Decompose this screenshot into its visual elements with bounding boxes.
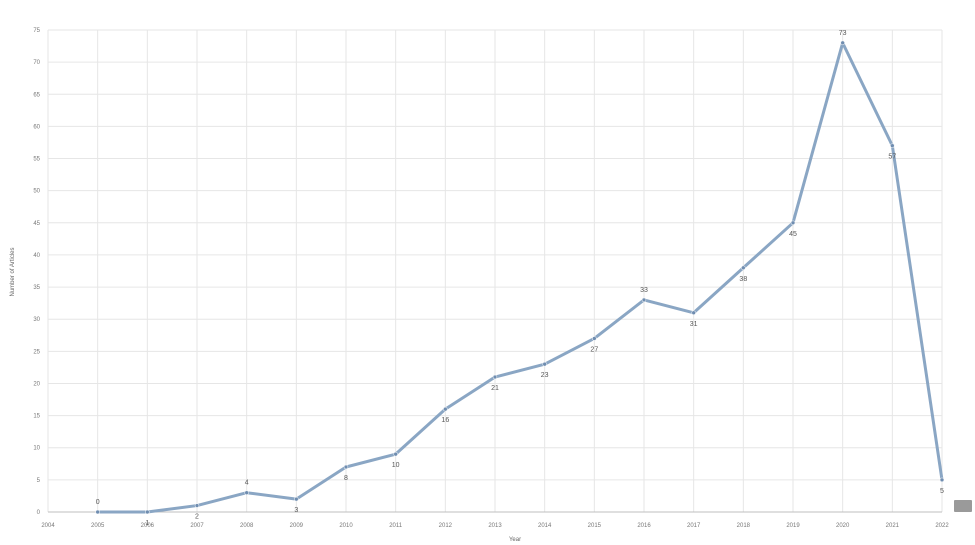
x-tick-label: 2004 [41,523,55,529]
data-point[interactable] [95,509,100,515]
y-tick-label: 10 [33,446,40,452]
data-label: 10 [392,462,400,469]
y-tick-label: 25 [33,349,40,355]
grid [47,29,943,513]
x-tick-label: 2007 [190,523,204,529]
data-label: 1 [145,520,149,527]
data-label: 57 [888,154,896,161]
series [95,40,945,515]
y-tick-label: 55 [33,157,40,163]
y-tick-label: 0 [37,510,41,516]
data-point[interactable] [443,406,448,412]
data-label: 4 [245,480,249,487]
data-label: 2 [195,514,199,521]
x-tick-label: 2011 [389,523,403,529]
y-tick-label: 60 [33,124,40,130]
y-axis-title: Number of Articles [10,247,16,296]
x-tick-label: 2013 [488,523,502,529]
data-point[interactable] [741,265,746,271]
x-tick-label: 2017 [687,523,701,529]
x-tick-label: 2020 [836,523,850,529]
y-tick-label: 5 [37,478,41,484]
y-tick-label: 35 [33,285,40,291]
y-tick-label: 15 [33,414,40,420]
x-tick-label: 2012 [439,523,453,529]
x-tick-label: 2008 [240,523,254,529]
x-axis-title: Year [509,537,521,543]
x-tick-label: 2006 [141,523,155,529]
data-point[interactable] [145,509,150,515]
data-point[interactable] [641,297,647,303]
x-tick-label: 2022 [935,523,949,529]
y-tick-label: 30 [33,317,40,323]
y-tick-label: 70 [33,60,40,66]
legend-badge[interactable] [954,500,972,512]
data-point[interactable] [840,40,845,46]
data-point[interactable] [939,477,945,483]
data-label: 45 [789,231,797,238]
x-tick-label: 2021 [886,523,900,529]
y-tick-label: 20 [33,381,40,387]
y-tick-label: 65 [33,92,40,98]
data-point[interactable] [592,336,597,341]
data-point[interactable] [790,220,796,226]
data-label: 0 [96,499,100,506]
data-label: 5 [940,488,944,495]
x-tick-label: 2005 [91,523,105,529]
data-point[interactable] [393,451,398,457]
data-label: 73 [839,30,847,37]
x-tick-label: 2018 [737,523,751,529]
legend-badge-box [954,500,972,512]
data-point[interactable] [343,464,349,470]
data-label: 21 [491,385,499,392]
data-label: 33 [640,287,648,294]
x-tick-label: 2019 [786,523,800,529]
data-point[interactable] [542,361,547,367]
series-line [96,41,944,514]
x-tick-label: 2015 [588,523,602,529]
data-label: 38 [739,276,747,283]
x-tick-label: 2009 [290,523,304,529]
data-point[interactable] [194,503,200,508]
data-label: 23 [541,372,549,379]
data-point[interactable] [294,496,299,502]
y-tick-label: 40 [33,253,40,259]
data-point[interactable] [492,374,498,380]
y-tick-label: 75 [33,28,40,34]
y-tick-label: 45 [33,221,40,227]
x-tick-label: 2010 [339,523,353,529]
data-point[interactable] [890,143,895,148]
y-tick-label: 50 [33,189,40,195]
x-tick-label: 2016 [637,523,651,529]
data-label: 8 [344,475,348,482]
x-tick-label: 2014 [538,523,552,529]
data-label: 31 [690,321,698,328]
data-point[interactable] [244,490,249,495]
data-point[interactable] [691,310,696,316]
data-label: 16 [441,417,449,424]
data-label: 27 [590,346,598,353]
data-label: 3 [294,507,298,514]
